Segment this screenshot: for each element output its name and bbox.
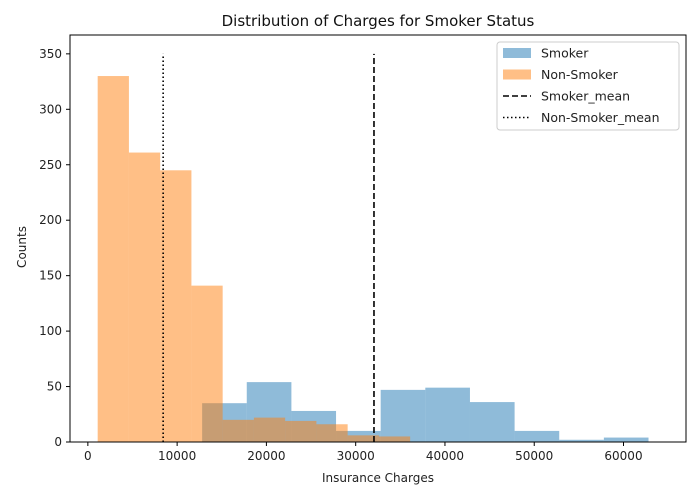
legend-swatch-smoker <box>503 48 531 58</box>
bar-non-smoker-4 <box>222 419 254 442</box>
y-tick-label-4: 200 <box>39 213 62 227</box>
legend-label-smoker: Smoker <box>541 46 589 61</box>
y-tick-label-3: 150 <box>39 269 62 283</box>
chart-title: Distribution of Charges for Smoker Statu… <box>222 12 535 30</box>
legend-box <box>496 41 680 131</box>
x-tick-label-5: 50000 <box>515 449 553 463</box>
bar-smoker-4 <box>380 389 426 442</box>
bar-non-smoker-9 <box>378 436 411 442</box>
bar-smoker-5 <box>425 387 470 442</box>
bar-non-smoker-5 <box>253 417 286 442</box>
bar-non-smoker-8 <box>347 435 379 442</box>
bar-non-smoker-7 <box>316 424 348 442</box>
legend-label-non-smoker-mean: Non-Smoker_mean <box>541 110 660 125</box>
bar-non-smoker-2 <box>160 170 192 442</box>
x-tick-label-1: 10000 <box>158 449 196 463</box>
legend-label-smoker-mean: Smoker_mean <box>541 89 630 104</box>
legend-label-non-smoker: Non-Smoker <box>541 67 619 82</box>
x-tick-label-0: 0 <box>84 449 92 463</box>
y-tick-label-1: 50 <box>47 380 62 394</box>
legend-swatch-non-smoker <box>503 69 531 80</box>
x-tick-label-4: 40000 <box>426 449 464 463</box>
bar-smoker-8 <box>559 439 604 442</box>
bar-non-smoker-0 <box>97 76 129 442</box>
bar-smoker-6 <box>469 402 515 442</box>
bar-non-smoker-6 <box>285 420 317 442</box>
y-axis-label: Counts <box>15 226 29 268</box>
y-tick-label-6: 300 <box>39 102 62 116</box>
bar-smoker-9 <box>603 437 649 442</box>
x-tick-label-2: 20000 <box>247 449 285 463</box>
x-tick-label-6: 60000 <box>604 449 642 463</box>
bar-non-smoker-1 <box>128 152 161 442</box>
plot-area: 0 10000 20000 30000 40000 50000 60000 0 50 100 150… <box>39 34 687 463</box>
bar-non-smoker-3 <box>191 285 223 442</box>
y-tick-label-2: 100 <box>39 324 62 338</box>
bar-smoker-7 <box>514 430 560 442</box>
axes-frame <box>69 34 687 443</box>
y-tick-label-0: 0 <box>54 435 62 449</box>
y-tick-label-5: 250 <box>39 158 62 172</box>
x-tick-label-3: 30000 <box>337 449 375 463</box>
y-tick-label-7: 350 <box>39 47 62 61</box>
x-axis-label: Insurance Charges <box>322 471 434 485</box>
